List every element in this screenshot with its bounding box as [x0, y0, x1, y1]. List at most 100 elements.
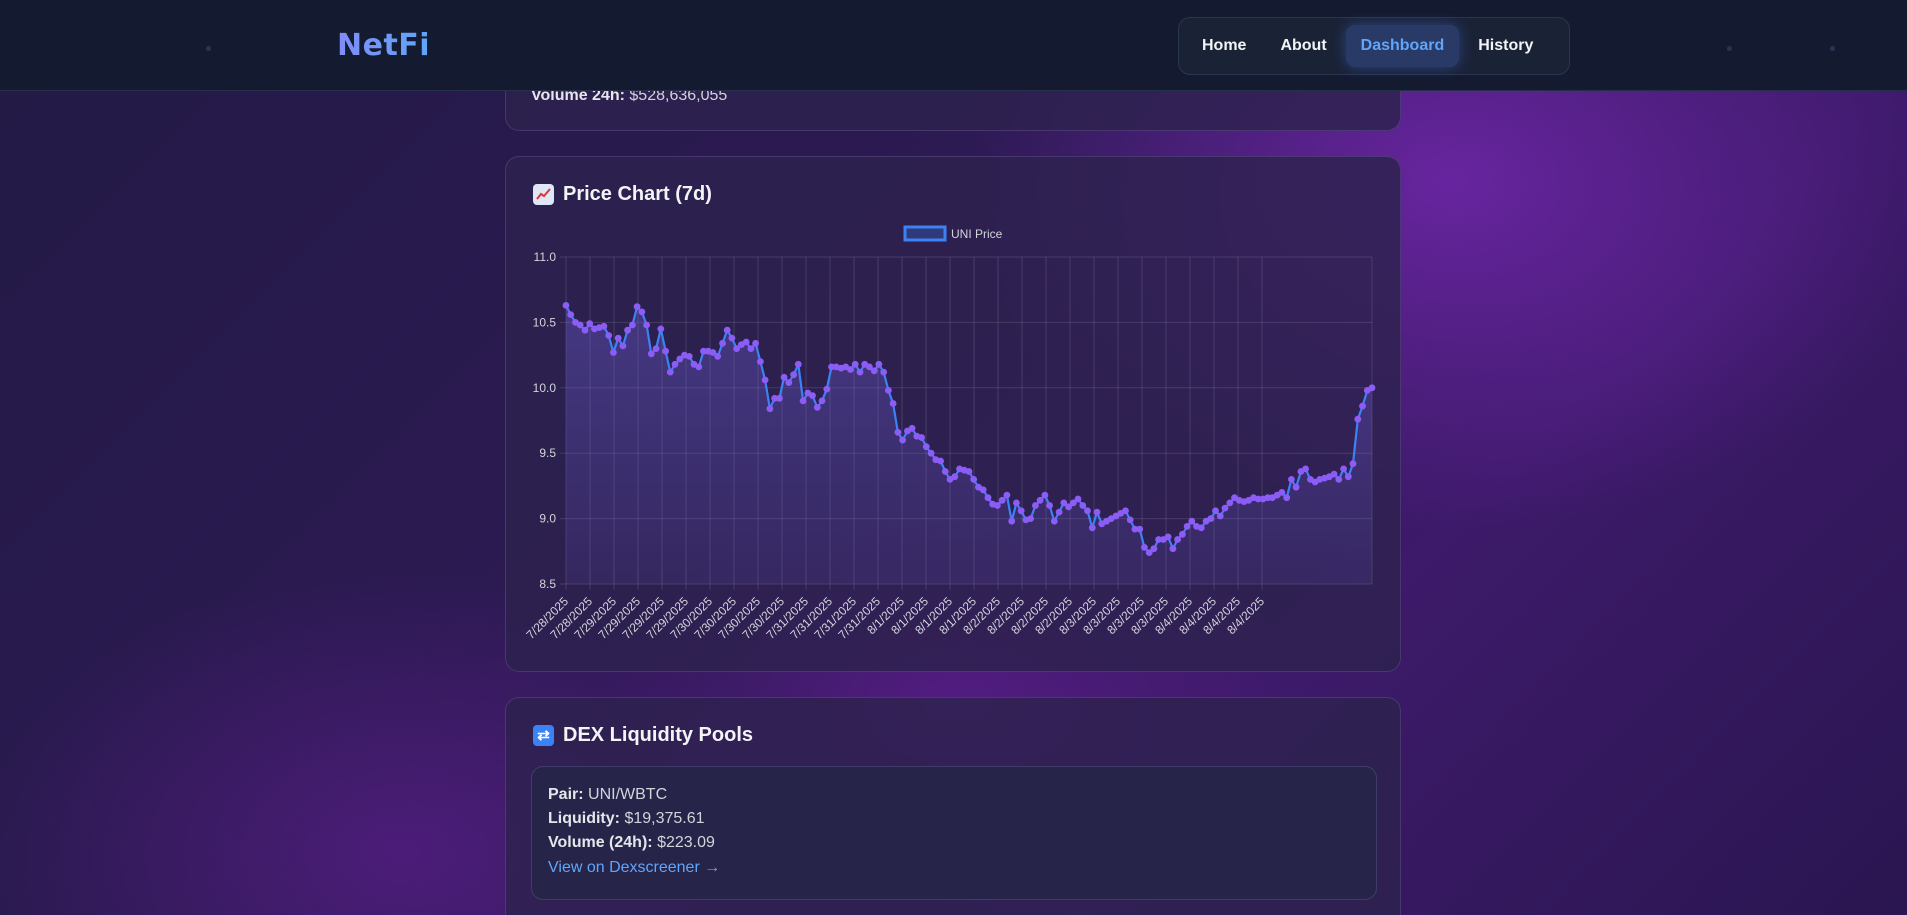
price-point[interactable] — [1216, 512, 1224, 520]
price-point[interactable] — [1069, 499, 1077, 507]
brand-logo[interactable]: NetFi — [337, 28, 431, 63]
price-point[interactable] — [562, 302, 570, 309]
price-point[interactable] — [766, 405, 774, 413]
price-point[interactable] — [1145, 549, 1153, 556]
nav-dashboard-link[interactable]: Dashboard — [1345, 25, 1460, 67]
price-point[interactable] — [799, 397, 807, 405]
price-point[interactable] — [1003, 491, 1011, 499]
price-point[interactable] — [1344, 473, 1352, 481]
price-point[interactable] — [700, 347, 707, 355]
price-point[interactable] — [1164, 533, 1172, 541]
price-point[interactable] — [1169, 545, 1177, 553]
price-point[interactable] — [647, 350, 655, 358]
price-point[interactable] — [927, 449, 935, 457]
price-point[interactable] — [984, 494, 992, 502]
price-point[interactable] — [1349, 460, 1357, 468]
price-point[interactable] — [866, 363, 873, 371]
price-point[interactable] — [1150, 545, 1158, 553]
price-point[interactable] — [847, 366, 854, 373]
price-point[interactable] — [1335, 476, 1343, 483]
price-point[interactable] — [918, 434, 925, 441]
price-point[interactable] — [666, 368, 674, 376]
price-point[interactable] — [1122, 507, 1129, 515]
price-point[interactable] — [875, 360, 883, 368]
price-point[interactable] — [685, 353, 693, 360]
price-point[interactable] — [894, 428, 902, 436]
price-point[interactable] — [1027, 515, 1034, 522]
price-point[interactable] — [941, 468, 949, 475]
price-point[interactable] — [889, 400, 897, 407]
price-point[interactable] — [600, 322, 608, 330]
price-point[interactable] — [998, 496, 1006, 504]
price-point[interactable] — [695, 363, 703, 371]
price-point[interactable] — [1264, 494, 1272, 502]
price-point[interactable] — [1226, 499, 1234, 507]
price-point[interactable] — [856, 368, 864, 376]
price-point[interactable] — [581, 326, 589, 334]
price-point[interactable] — [619, 342, 627, 350]
price-point[interactable] — [908, 424, 916, 432]
price-point[interactable] — [1046, 502, 1053, 509]
price-point[interactable] — [1050, 517, 1058, 525]
price-point[interactable] — [1093, 508, 1101, 516]
price-point[interactable] — [652, 345, 660, 352]
price-point[interactable] — [994, 502, 1001, 509]
price-point[interactable] — [761, 376, 769, 384]
price-point[interactable] — [780, 373, 788, 381]
price-point[interactable] — [809, 392, 816, 399]
price-point[interactable] — [1197, 524, 1205, 532]
price-point[interactable] — [922, 443, 930, 451]
price-point[interactable] — [714, 353, 722, 360]
price-point[interactable] — [643, 321, 650, 329]
nav-about-link[interactable]: About — [1280, 37, 1327, 54]
price-point[interactable] — [1359, 402, 1366, 410]
price-point[interactable] — [1013, 499, 1020, 507]
price-point[interactable] — [776, 394, 783, 402]
price-point[interactable] — [1060, 499, 1068, 507]
price-point[interactable] — [1174, 536, 1181, 543]
price-point[interactable] — [576, 321, 584, 329]
price-point[interactable] — [586, 320, 594, 328]
price-point[interactable] — [1079, 502, 1087, 509]
price-point[interactable] — [662, 347, 669, 355]
price-point[interactable] — [1126, 516, 1134, 524]
price-point[interactable] — [828, 363, 835, 371]
nav-home-link[interactable]: Home — [1202, 37, 1247, 54]
price-point[interactable] — [1084, 507, 1091, 515]
price-point[interactable] — [885, 387, 892, 394]
price-point[interactable] — [1278, 489, 1286, 496]
price-point[interactable] — [723, 326, 731, 334]
price-point[interactable] — [610, 349, 617, 356]
legend-label-uni-price[interactable]: UNI Price — [951, 227, 1003, 241]
price-point[interactable] — [614, 334, 622, 342]
price-point[interactable] — [728, 334, 736, 342]
price-point[interactable] — [1017, 507, 1025, 515]
price-point[interactable] — [757, 358, 764, 365]
price-point[interactable] — [1368, 384, 1376, 392]
price-point[interactable] — [752, 339, 759, 347]
price-point[interactable] — [970, 476, 978, 483]
price-point[interactable] — [1354, 415, 1362, 423]
price-point[interactable] — [1032, 502, 1039, 509]
price-point[interactable] — [790, 371, 797, 379]
price-point[interactable] — [1183, 523, 1191, 530]
price-point[interactable] — [1283, 494, 1291, 502]
price-point[interactable] — [1055, 508, 1063, 516]
price-point[interactable] — [794, 360, 802, 368]
price-point[interactable] — [733, 345, 741, 352]
price-point[interactable] — [1292, 483, 1300, 491]
price-point[interactable] — [624, 326, 631, 334]
price-point[interactable] — [1074, 495, 1082, 503]
price-point[interactable] — [671, 360, 679, 368]
price-point[interactable] — [567, 311, 575, 318]
price-point[interactable] — [965, 468, 973, 475]
price-point[interactable] — [1041, 491, 1049, 499]
price-point[interactable] — [638, 308, 646, 316]
price-point[interactable] — [633, 303, 641, 311]
dexscreener-link[interactable]: View on Dexscreener → — [548, 859, 721, 876]
price-point[interactable] — [1008, 517, 1016, 525]
price-point[interactable] — [1136, 525, 1144, 533]
price-point[interactable] — [979, 486, 987, 494]
price-point[interactable] — [818, 397, 826, 405]
price-point[interactable] — [709, 349, 717, 356]
